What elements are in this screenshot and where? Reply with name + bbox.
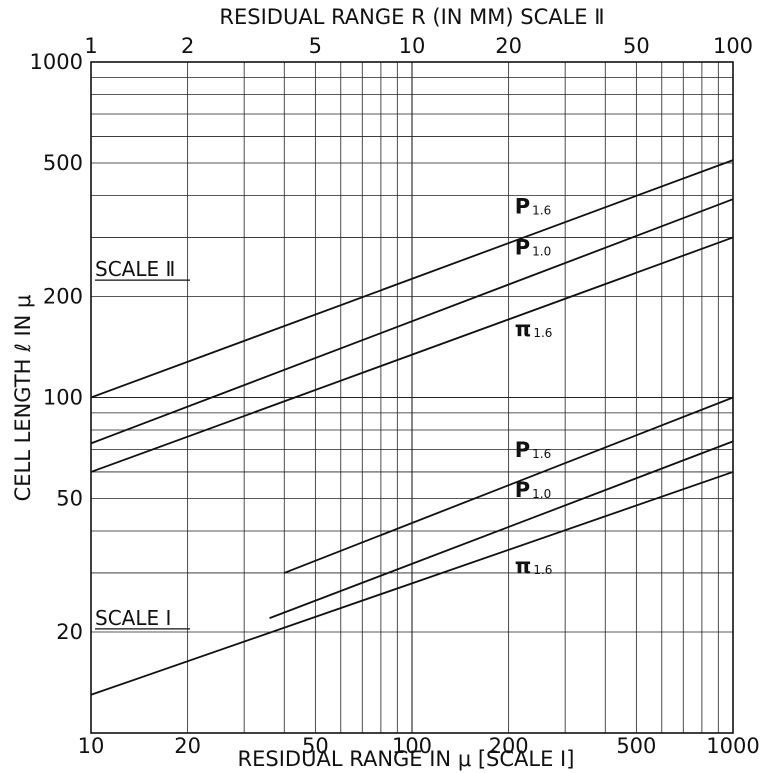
- bottom-tick-label: 1000: [706, 734, 759, 758]
- series-label-subscript: 1.0: [532, 487, 551, 501]
- left-tick-label: 20: [56, 620, 83, 644]
- annotations: P 1.6 P 1.0 π 1.6 P 1.6 P 1.0 π 1.6 SCALE Ⅱ SCALE Ⅰ: [95, 195, 552, 630]
- top-tick-label: 20: [495, 34, 522, 58]
- left-tick-label: 1000: [30, 50, 83, 74]
- series-line: [90, 236, 734, 473]
- scale-label: SCALE Ⅰ: [95, 606, 171, 630]
- left-tick-label: 50: [56, 486, 83, 510]
- top-tick-label: 5: [309, 34, 322, 58]
- bottom-tick-label: 50: [302, 734, 329, 758]
- left-tick-label: 200: [43, 285, 83, 309]
- bottom-tick-label: 200: [489, 734, 529, 758]
- top-tick-label: 100: [713, 34, 753, 58]
- grid: [91, 62, 733, 733]
- left-axis-title: CELL LENGTH ℓ IN μ: [11, 295, 35, 502]
- left-tick-label: 500: [43, 151, 83, 175]
- bottom-axis-title: RESIDUAL RANGE IN μ [SCALE Ⅰ]: [238, 747, 575, 771]
- series-label: π 1.6: [515, 554, 553, 578]
- series-label: P 1.6: [515, 195, 552, 219]
- left-tick-label: 100: [43, 386, 83, 410]
- top-tick-label: 2: [181, 34, 194, 58]
- bottom-tick-label: 100: [392, 734, 432, 758]
- series-label: π 1.6: [515, 317, 553, 341]
- series-line: [90, 159, 734, 399]
- series-line: [283, 396, 734, 574]
- series-label-subscript: 1.6: [533, 563, 552, 577]
- top-tick-label: 1: [84, 34, 97, 58]
- top-axis-title: RESIDUAL RANGE R (IN MM) SCALE Ⅱ: [219, 5, 604, 29]
- series-lines: [90, 159, 734, 696]
- series-label: P 1.6: [515, 438, 552, 462]
- series-label-subscript: 1.6: [533, 326, 552, 340]
- top-tick-label: 10: [399, 34, 426, 58]
- series-label: P 1.0: [515, 236, 552, 260]
- bottom-tick-label: 20: [174, 734, 201, 758]
- series-line: [90, 198, 734, 445]
- series-label: P 1.0: [515, 478, 552, 502]
- top-tick-label: 50: [623, 34, 650, 58]
- series-line: [90, 471, 734, 696]
- series-label-subscript: 1.6: [532, 447, 551, 461]
- bottom-tick-label: 10: [78, 734, 105, 758]
- bottom-tick-label: 500: [616, 734, 656, 758]
- series-line: [269, 440, 734, 619]
- scale-label: SCALE Ⅱ: [95, 257, 175, 281]
- series-label-subscript: 1.0: [532, 245, 551, 259]
- series-label-subscript: 1.6: [532, 204, 551, 218]
